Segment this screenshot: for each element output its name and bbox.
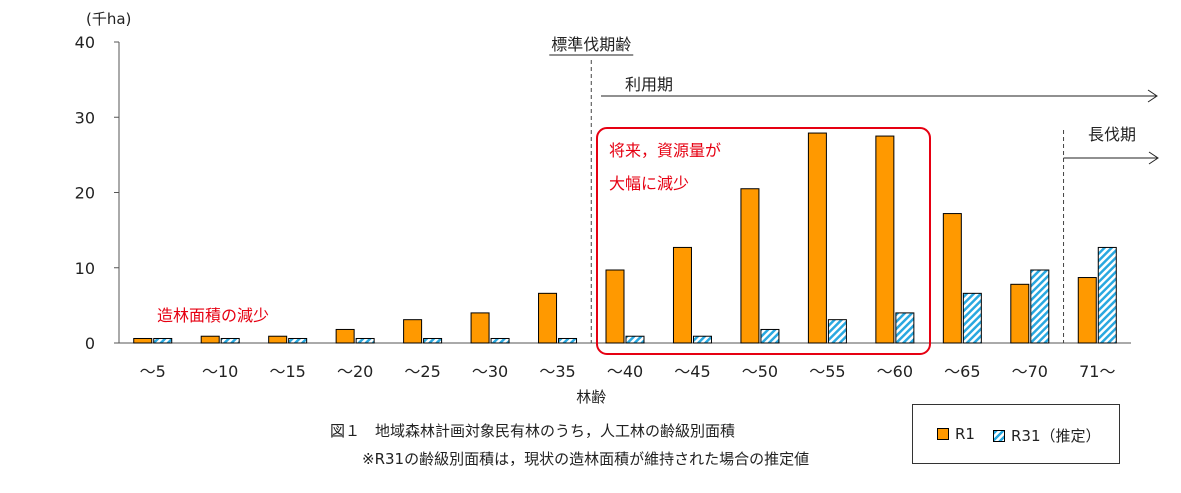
bar-r1: [942, 213, 962, 344]
bar-r31: [760, 328, 780, 344]
x-tick-label: ～55: [809, 362, 845, 381]
bar-r31: [827, 319, 847, 344]
figure-caption: 図１ 地域森林計画対象民有林のうち，人工林の齢級別面積: [330, 422, 736, 440]
y-tick-label: 0: [85, 334, 95, 353]
x-tick-label: ～25: [404, 362, 440, 381]
x-tick-label: ～30: [472, 362, 508, 381]
bar-r31: [1097, 246, 1117, 344]
bar-r1: [200, 335, 220, 344]
future-decline-line1: 将来，資源量が: [609, 141, 721, 160]
x-tick-label: ～60: [877, 362, 913, 381]
bar-r31: [288, 337, 308, 344]
bar-r1: [538, 292, 558, 344]
bar-r1: [672, 246, 692, 344]
x-axis-label: 林齢: [576, 388, 606, 406]
future-decline-line2: 大幅に減少: [609, 174, 689, 193]
utilization-period-label: 利用期: [625, 75, 673, 94]
bar-r1: [403, 319, 423, 344]
y-axis-unit: (千ha): [86, 10, 131, 28]
planting-decline-label: 造林面積の減少: [157, 306, 269, 325]
x-tick-label: ～10: [202, 362, 238, 381]
bar-r1: [133, 337, 153, 344]
bar-r1: [1010, 283, 1030, 344]
x-tick-label: ～40: [607, 362, 643, 381]
decline-highlight-box: [596, 127, 931, 355]
legend: R1 R31（推定）: [912, 404, 1120, 464]
bar-r31: [625, 335, 645, 344]
bar-r1: [335, 328, 355, 344]
x-tick-label: ～5: [140, 362, 166, 381]
legend-swatch-r1: [937, 428, 949, 440]
bar-r1: [605, 269, 625, 344]
legend-item-r31: R31（推定）: [993, 425, 1101, 446]
bar-r1: [470, 312, 490, 344]
figure-note: ※R31の齢級別面積は，現状の造林面積が維持された場合の推定値: [362, 450, 810, 468]
legend-swatch-r31: [993, 429, 1005, 442]
bar-r31: [895, 312, 915, 344]
bar-r31: [558, 337, 578, 344]
legend-label-r31: R31（推定）: [1011, 427, 1101, 445]
x-tick-label: ～35: [539, 362, 575, 381]
x-tick-label: ～15: [269, 362, 305, 381]
bar-r31: [1030, 269, 1050, 344]
bar-r31: [153, 337, 173, 344]
x-tick-label: ～50: [742, 362, 778, 381]
bar-r31: [490, 337, 510, 344]
utilization-arrow-head: [1147, 89, 1158, 103]
bar-r1: [807, 132, 827, 344]
bar-r31: [423, 337, 443, 344]
bar-r1: [268, 335, 288, 344]
bar-r31: [692, 335, 712, 344]
x-tick-label: ～20: [337, 362, 373, 381]
bar-r31: [962, 292, 982, 344]
y-tick-label: 30: [75, 108, 95, 127]
long-cut-arrow-head: [1148, 151, 1159, 165]
bar-r1: [1077, 277, 1097, 344]
y-tick-label: 10: [75, 259, 95, 278]
standard-cut-age-label: 標準伐期齢: [551, 35, 631, 54]
long-cut-period-label: 長伐期: [1088, 125, 1136, 144]
legend-item-r1: R1: [937, 425, 975, 443]
legend-label-r1: R1: [955, 425, 975, 443]
x-tick-label: ～45: [674, 362, 710, 381]
bar-r1: [740, 188, 760, 344]
x-tick-label: 71～: [1079, 362, 1115, 381]
bar-r31: [355, 337, 375, 344]
bar-r1: [875, 135, 895, 344]
y-tick-label: 20: [75, 184, 95, 203]
x-tick-label: ～70: [1012, 362, 1048, 381]
bar-r31: [220, 337, 240, 344]
y-tick-label: 40: [75, 33, 95, 52]
x-tick-label: ～65: [944, 362, 980, 381]
